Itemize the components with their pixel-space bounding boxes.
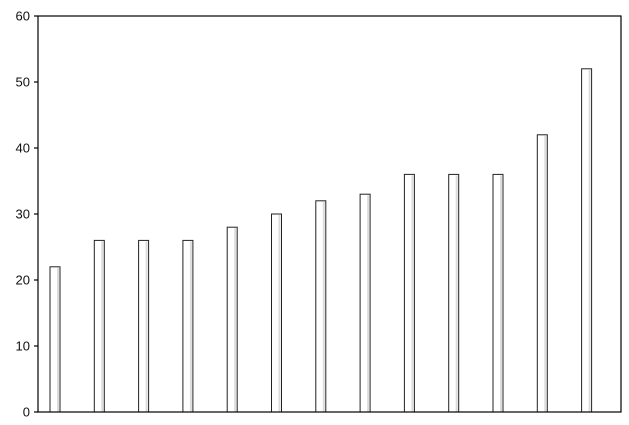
bar	[226, 226, 238, 413]
bar	[315, 200, 327, 413]
bar	[271, 213, 282, 413]
y-axis: 0 10 20 30 40 50 60	[16, 9, 38, 420]
y-tick-label: 10	[16, 339, 30, 354]
y-tick-label: 20	[16, 273, 30, 288]
bar	[359, 193, 371, 413]
bar-shade	[411, 175, 414, 412]
bar	[581, 68, 593, 413]
bar-shade	[234, 228, 237, 412]
bar	[403, 173, 415, 413]
bar-shade	[367, 195, 370, 412]
bar-shade	[544, 135, 547, 412]
y-tick-label: 0	[23, 405, 30, 420]
bar-shade	[101, 241, 104, 412]
y-tick-label: 50	[16, 75, 30, 90]
bar	[138, 239, 150, 413]
bar	[448, 173, 460, 413]
plot-frame	[37, 15, 622, 413]
bar-shade	[322, 201, 325, 412]
bar-shade	[145, 241, 148, 412]
bar	[536, 134, 548, 413]
y-tick-label: 40	[16, 141, 30, 156]
bar-shade	[189, 241, 192, 412]
bars	[49, 68, 593, 413]
bar-shade	[500, 175, 502, 412]
bar-shade	[57, 267, 59, 412]
bar	[492, 173, 504, 413]
bar-shade	[278, 215, 281, 412]
bar	[93, 239, 105, 413]
bar	[182, 239, 194, 413]
y-tick-label: 60	[16, 9, 30, 24]
bar-shade	[455, 175, 458, 412]
bar	[49, 266, 61, 413]
bar-shade	[588, 69, 591, 412]
y-tick-label: 30	[16, 207, 30, 222]
